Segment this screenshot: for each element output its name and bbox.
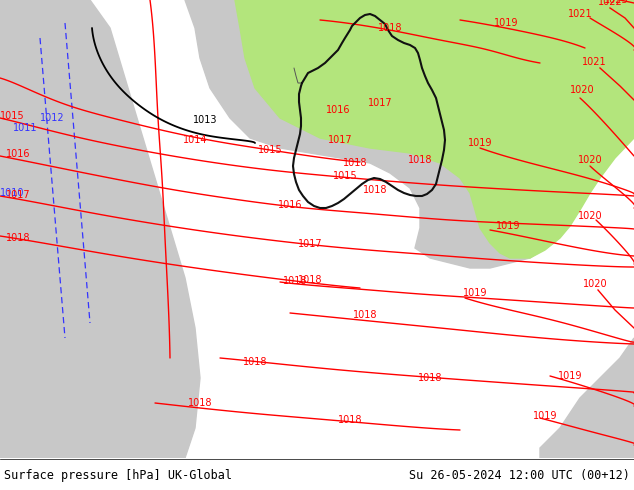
Text: 1018: 1018 [408,155,432,165]
Text: 1020: 1020 [570,85,594,95]
Text: 1015: 1015 [257,145,282,155]
Text: 1016: 1016 [326,105,350,115]
Text: 1020: 1020 [583,279,607,289]
Text: 1016: 1016 [278,200,302,210]
Text: 1018: 1018 [343,158,367,168]
Text: 1017: 1017 [368,98,392,108]
Text: 1012: 1012 [40,113,64,123]
Text: 1019: 1019 [494,18,518,28]
Text: 1018: 1018 [243,357,268,367]
Text: 1018: 1018 [338,415,362,425]
Text: 1016: 1016 [6,149,30,159]
Text: Surface pressure [hPa] UK-Global: Surface pressure [hPa] UK-Global [4,469,232,482]
Text: 1018: 1018 [353,310,377,320]
Text: 1018: 1018 [283,276,307,286]
Polygon shape [540,338,634,458]
Text: 1018: 1018 [363,185,387,195]
Polygon shape [235,0,634,258]
Text: 1010: 1010 [0,188,24,198]
Text: 1019: 1019 [468,138,492,148]
Text: 1017: 1017 [298,239,322,249]
Text: Su 26-05-2024 12:00 UTC (00+12): Su 26-05-2024 12:00 UTC (00+12) [409,469,630,482]
Text: 1020: 1020 [578,211,602,221]
Text: 1014: 1014 [183,135,207,145]
Text: 1013: 1013 [193,115,217,125]
Polygon shape [0,333,110,458]
Text: 1018: 1018 [6,233,30,243]
Text: 1022: 1022 [598,0,623,7]
Text: 1015: 1015 [333,171,358,181]
Text: 1018: 1018 [378,23,402,33]
Text: 1017: 1017 [328,135,353,145]
Text: 1017: 1017 [6,190,30,200]
Text: 1019: 1019 [533,411,557,421]
Text: 1015: 1015 [0,111,24,121]
Text: 1011: 1011 [13,123,37,133]
Text: 1020: 1020 [578,155,602,165]
Polygon shape [185,0,634,268]
Text: 1019: 1019 [496,221,521,231]
Text: 1023: 1023 [604,0,628,5]
Text: 1021: 1021 [567,9,592,19]
Text: 1018: 1018 [298,275,322,285]
Text: 1019: 1019 [558,371,582,381]
Text: 1018: 1018 [188,398,212,408]
Text: 1018: 1018 [418,373,443,383]
Text: 1019: 1019 [463,288,488,298]
Polygon shape [0,0,200,458]
Text: 1021: 1021 [581,57,606,67]
